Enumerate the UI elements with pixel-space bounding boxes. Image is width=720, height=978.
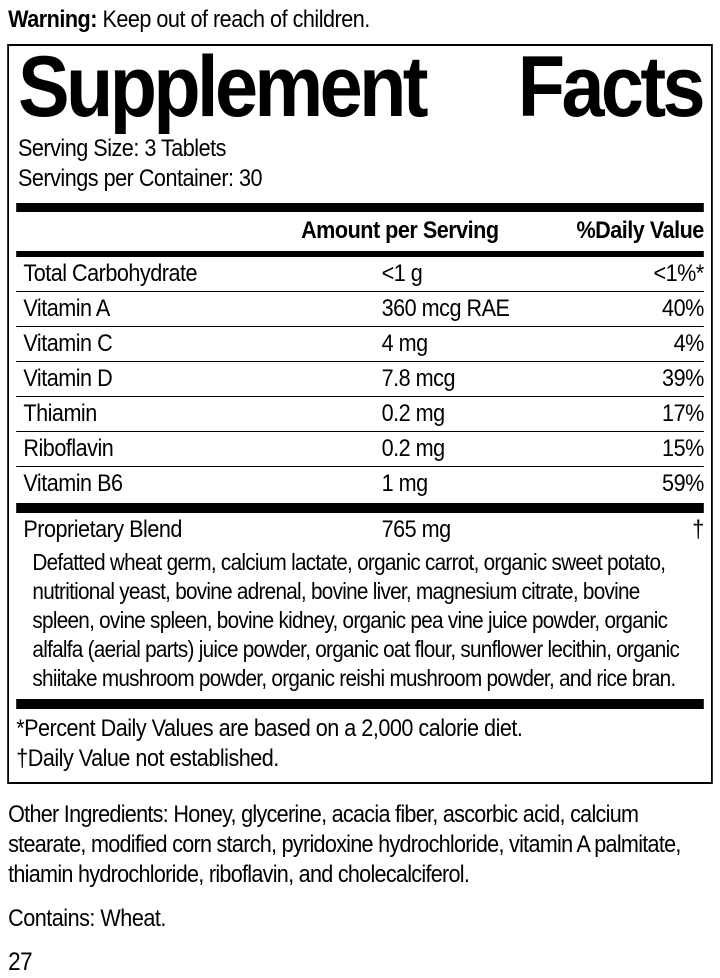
nutrient-daily-value: 40% (662, 295, 704, 322)
proprietary-blend-section: Proprietary Blend 765 mg † Defatted whea… (16, 503, 704, 699)
nutrient-daily-value: <1%* (653, 260, 705, 287)
nutrient-daily-value: 15% (662, 435, 704, 462)
nutrient-name: Total Carbohydrate (23, 260, 198, 287)
nutrient-daily-value: 4% (673, 330, 705, 357)
footnotes: *Percent Daily Values are based on a 2,0… (16, 709, 704, 774)
table-row: Vitamin D 7.8 mcg 39% (16, 361, 704, 396)
serving-size: Serving Size: 3 Tablets (18, 135, 226, 162)
table-row-proprietary-blend: Proprietary Blend 765 mg † (16, 513, 704, 547)
nutrient-amount: 0.2 mg (381, 400, 446, 427)
table-header: Amount per Serving %Daily Value (16, 212, 704, 251)
column-header-amount: Amount per Serving (301, 217, 499, 244)
divider-bar-header (16, 251, 704, 257)
page-number: 27 (8, 948, 33, 976)
blend-name: Proprietary Blend (23, 516, 182, 543)
table-row: Vitamin A 360 mcg RAE 40% (16, 291, 704, 326)
nutrient-rows: Total Carbohydrate <1 g <1%* Vitamin A 3… (16, 257, 704, 501)
footnote-dagger: †Daily Value not established. (16, 745, 279, 772)
table-row: Total Carbohydrate <1 g <1%* (16, 257, 704, 291)
divider-bar-top (16, 203, 704, 212)
contains-statement: Contains: Wheat. (8, 905, 166, 932)
blend-description: Defatted wheat germ, calcium lactate, or… (32, 549, 680, 691)
table-row: Thiamin 0.2 mg 17% (16, 396, 704, 431)
warning-label: Warning: (8, 6, 97, 33)
other-ingredients: Other Ingredients: Honey, glycerine, aca… (8, 801, 681, 888)
blend-amount: 765 mg (381, 516, 452, 543)
nutrient-daily-value: 59% (662, 470, 704, 497)
nutrient-name: Vitamin C (23, 330, 113, 357)
table-row: Vitamin B6 1 mg 59% (16, 466, 704, 501)
nutrient-amount: 1 mg (381, 470, 429, 497)
divider-bar-footnotes (16, 699, 704, 709)
table-row: Vitamin C 4 mg 4% (16, 326, 704, 361)
nutrient-amount: 7.8 mcg (381, 365, 456, 392)
column-header-daily-value: %Daily Value (576, 217, 704, 244)
nutrient-amount: 360 mcg RAE (381, 295, 510, 322)
warning-line: Warning: Keep out of reach of children. (0, 0, 720, 38)
nutrient-daily-value: 17% (662, 400, 704, 427)
panel-title-word-facts: Facts (517, 39, 706, 135)
nutrient-name: Vitamin D (23, 365, 113, 392)
nutrient-daily-value: 39% (662, 365, 704, 392)
blend-dagger: † (692, 516, 704, 543)
servings-per-container: Servings per Container: 30 (18, 165, 263, 192)
panel-title-word-supplement: Supplement (18, 39, 429, 135)
divider-bar-blend (16, 503, 704, 513)
nutrient-name: Thiamin (23, 400, 97, 427)
supplement-facts-panel: Supplement Facts Serving Size: 3 Tablets… (7, 44, 713, 784)
footnote-percent-dv: *Percent Daily Values are based on a 2,0… (16, 715, 523, 742)
table-row: Riboflavin 0.2 mg 15% (16, 431, 704, 466)
nutrient-amount: 4 mg (381, 330, 429, 357)
panel-title: Supplement Facts (16, 39, 706, 135)
nutrient-amount: <1 g (381, 260, 423, 287)
nutrient-name: Vitamin B6 (23, 470, 123, 497)
serving-info: Serving Size: 3 Tablets Servings per Con… (16, 134, 704, 194)
warning-text: Keep out of reach of children. (96, 6, 370, 33)
nutrient-name: Riboflavin (23, 435, 114, 462)
nutrient-amount: 0.2 mg (381, 435, 446, 462)
nutrient-name: Vitamin A (23, 295, 110, 322)
